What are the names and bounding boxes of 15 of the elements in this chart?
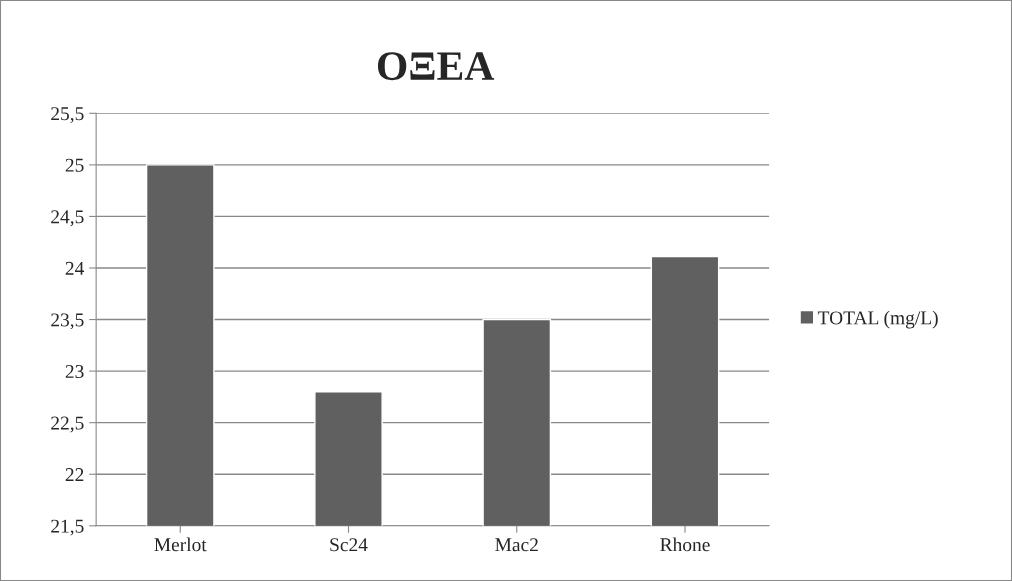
y-tick-label: 24,5 <box>51 210 84 227</box>
y-tick-label: 25 <box>65 158 84 172</box>
y-tick-label: 22 <box>65 468 84 481</box>
x-tick-label: Merlot <box>154 537 207 552</box>
y-tick-label: 23,5 <box>51 313 84 330</box>
x-tick-label: Mac2 <box>495 538 538 552</box>
legend-label: TOTAL (mg/L) <box>817 310 938 329</box>
y-tick-label: 25,5 <box>51 107 84 124</box>
y-tick-label: 21,5 <box>51 519 84 536</box>
x-tick-label: Sc24 <box>330 538 368 552</box>
y-tick-label: 23 <box>65 364 84 379</box>
chart-title: ΟΞΕΑ <box>377 52 495 81</box>
y-tick-label: 24 <box>65 261 85 275</box>
y-tick-label: 22,5 <box>51 416 84 433</box>
x-tick-label: Rhone <box>660 537 710 552</box>
